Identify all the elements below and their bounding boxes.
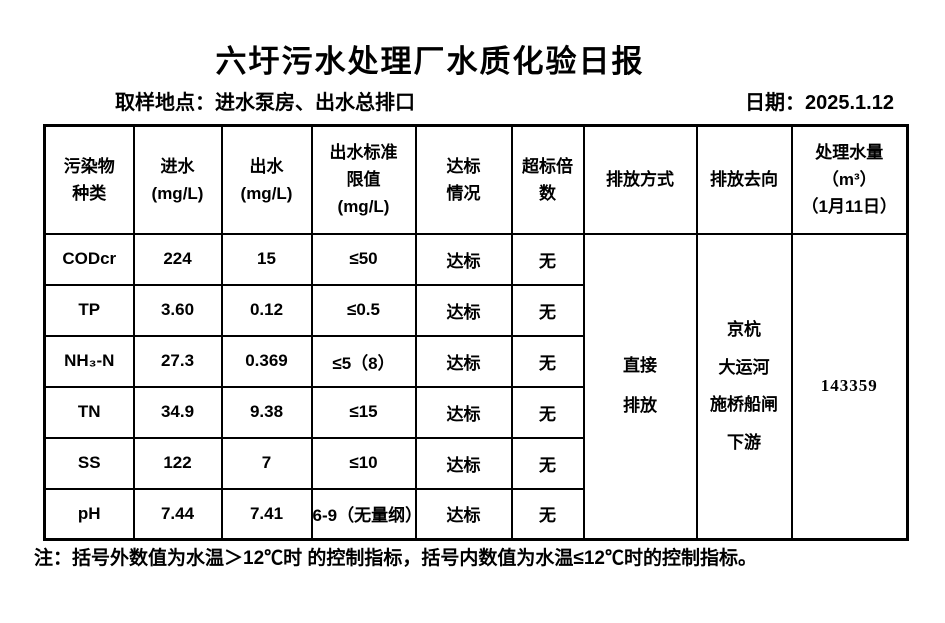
header-discharge-destination: 排放去向 — [695, 124, 793, 235]
table-row-codcr: CODcr 224 15 ≤50 达标 无 直接 排放 京杭 大运河 施桥船闸 … — [43, 232, 909, 541]
effluent-value-cell: 7 — [220, 436, 313, 490]
compliance-cell: 达标 — [414, 436, 513, 490]
exceedance-cell: 无 — [510, 487, 585, 541]
page-title: 六圩污水处理厂水质化验日报 — [215, 44, 645, 79]
header-pollutant-type: 污染物 种类 — [43, 124, 135, 235]
header-treated-volume: 处理水量 （m³） （1月11日） — [790, 124, 909, 235]
pollutant-name-cell: SS — [43, 436, 135, 490]
pollutant-name-cell: NH₃-N — [43, 334, 135, 388]
compliance-cell: 达标 — [414, 283, 513, 337]
water-quality-table: 污染物 种类 进水 (mg/L) 出水 (mg/L) 出水标准 限值 (mg/L… — [43, 124, 909, 541]
influent-value-cell: 3.60 — [132, 283, 223, 337]
header-influent: 进水 (mg/L) — [132, 124, 223, 235]
header-effluent: 出水 (mg/L) — [220, 124, 313, 235]
effluent-value-cell: 0.369 — [220, 334, 313, 388]
effluent-value-cell: 15 — [220, 232, 313, 286]
exceedance-cell: 无 — [510, 283, 585, 337]
compliance-cell: 达标 — [414, 385, 513, 439]
compliance-cell: 达标 — [414, 232, 513, 286]
table-row-ss: SS 122 7 ≤10 达标 无 — [43, 436, 908, 490]
table-row-tp: TP 3.60 0.12 ≤0.5 达标 无 — [43, 283, 908, 337]
limit-value-cell: ≤0.5 — [310, 283, 417, 337]
limit-value-cell: 6-9（无量纲） — [310, 487, 417, 541]
effluent-value-cell: 9.38 — [220, 385, 313, 439]
pollutant-name-cell: pH — [43, 487, 135, 541]
exceedance-cell: 无 — [510, 232, 585, 286]
treated-volume-cell: 143359 — [790, 232, 909, 541]
pollutant-name-cell: TP — [43, 283, 135, 337]
discharge-mode-cell: 直接 排放 — [582, 232, 698, 541]
influent-value-cell: 224 — [132, 232, 223, 286]
pollutant-name-cell: TN — [43, 385, 135, 439]
influent-value-cell: 7.44 — [132, 487, 223, 541]
limit-value-cell: ≤50 — [310, 232, 417, 286]
header-compliance: 达标 情况 — [414, 124, 513, 235]
header-exceedance: 超标倍 数 — [510, 124, 585, 235]
header-discharge-mode: 排放方式 — [582, 124, 698, 235]
influent-value-cell: 122 — [132, 436, 223, 490]
exceedance-cell: 无 — [510, 385, 585, 439]
influent-value-cell: 34.9 — [132, 385, 223, 439]
exceedance-cell: 无 — [510, 436, 585, 490]
report-date-label: 日期：2025.1.12 — [745, 92, 894, 114]
table-row-tn: TN 34.9 9.38 ≤15 达标 无 — [43, 385, 908, 439]
compliance-cell: 达标 — [414, 487, 513, 541]
pollutant-name-cell: CODcr — [43, 232, 135, 286]
exceedance-cell: 无 — [510, 334, 585, 388]
discharge-destination-cell: 京杭 大运河 施桥船闸 下游 — [695, 232, 793, 541]
limit-value-cell: ≤10 — [310, 436, 417, 490]
effluent-value-cell: 7.41 — [220, 487, 313, 541]
table-row-ph: pH 7.44 7.41 6-9（无量纲） 达标 无 — [43, 487, 908, 541]
effluent-value-cell: 0.12 — [220, 283, 313, 337]
influent-value-cell: 27.3 — [132, 334, 223, 388]
footnote: 注：括号外数值为水温＞12℃时 的控制指标，括号内数值为水温≤12℃时的控制指标… — [34, 548, 757, 569]
limit-value-cell: ≤15 — [310, 385, 417, 439]
header-effluent-limit: 出水标准 限值 (mg/L) — [310, 124, 417, 235]
sampling-location-label: 取样地点：进水泵房、出水总排口 — [115, 92, 415, 114]
table-header-row: 污染物 种类 进水 (mg/L) 出水 (mg/L) 出水标准 限值 (mg/L… — [43, 124, 909, 235]
compliance-cell: 达标 — [414, 334, 513, 388]
table-row-nh3n: NH₃-N 27.3 0.369 ≤5（8） 达标 无 — [43, 334, 908, 388]
limit-value-cell: ≤5（8） — [310, 334, 417, 388]
